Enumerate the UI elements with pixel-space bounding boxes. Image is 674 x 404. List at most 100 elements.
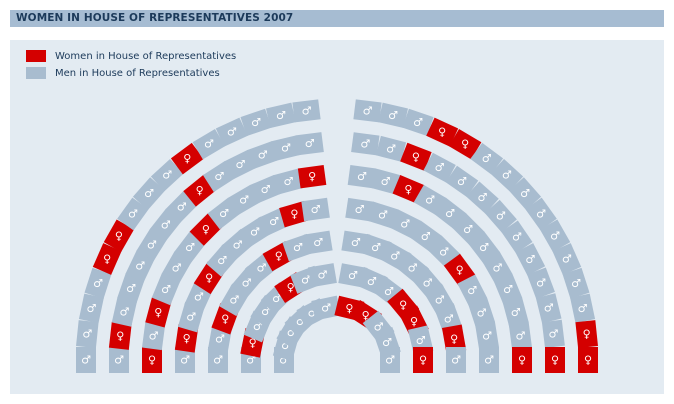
male-symbol-icon: ♂ [390,250,400,263]
seat-man: ♂ [367,201,399,229]
seat-man: ♂ [475,321,500,351]
male-symbol-icon: ♂ [233,239,243,252]
seat-man: ♂ [109,347,129,373]
seat-man-box [380,347,400,373]
male-symbol-icon: ♂ [548,327,558,340]
male-symbol-icon: ♂ [214,170,224,183]
seat-man: ♂ [423,152,456,183]
male-symbol-icon: ♂ [296,315,306,328]
seat-man-box [570,293,596,324]
seat-woman: ♀ [170,142,204,175]
seat-woman: ♀ [392,175,425,204]
seat-man-box [490,158,524,192]
seat-man-box [151,273,181,306]
seat-man-box [378,102,409,128]
seat-man-box [303,230,333,255]
seat-man: ♂ [175,347,195,373]
seat-man: ♂ [466,181,499,214]
male-symbol-icon: ♂ [283,175,293,188]
seat-man-box [479,347,499,373]
seat-man-box [215,117,248,147]
seat-man-box [475,321,500,351]
male-symbol-icon: ♂ [114,354,124,367]
male-symbol-icon: ♂ [313,236,323,249]
male-symbol-icon: ♂ [281,339,291,352]
seat-man-box [347,165,377,189]
seat-woman: ♀ [512,347,532,373]
female-symbol-icon: ♀ [345,302,353,315]
seat-man-box [402,108,434,137]
seat-man: ♂ [161,251,192,285]
seat-man-box [265,102,296,128]
seat-man: ♂ [351,132,380,156]
male-symbol-icon: ♂ [161,283,171,296]
seat-woman-box [174,324,199,353]
male-symbol-icon: ♂ [253,320,263,333]
seat-woman-box [108,321,132,350]
male-symbol-icon: ♂ [126,282,136,295]
male-symbol-icon: ♂ [272,292,282,305]
male-symbol-icon: ♂ [503,283,513,296]
seat-man: ♂ [535,293,562,324]
seat-woman-box [448,128,482,160]
seat-man-box [389,209,422,239]
seat-man: ♂ [457,274,488,307]
male-symbol-icon: ♂ [425,194,435,207]
seat-man: ♂ [502,297,529,328]
parliament-seating-chart: ♂♂♂♂♂ ♂ ♀♀♂♂♂♂♀♂♂♂♀♂ ♂ ♂ ♂♂♀♀♂♀♂♂♀♂♂♂♀♂ ♂ ♂ ♂♂♂♂… [76,99,598,373]
seat-man: ♂ [484,199,517,233]
seat-man: ♂ [552,243,582,275]
female-symbol-icon: ♀ [412,150,420,163]
seat-man-box [541,319,565,349]
seat-woman: ♀ [145,297,172,328]
male-symbol-icon: ♂ [374,321,384,334]
seat-man: ♂ [378,102,409,128]
female-symbol-icon: ♀ [183,152,191,165]
male-symbol-icon: ♂ [93,277,103,290]
male-symbol-icon: ♂ [463,223,473,236]
seat-woman-box [142,347,162,373]
seat-man: ♂ [192,128,226,160]
seat-man-box [502,297,529,328]
seat-man-box [227,184,261,216]
male-symbol-icon: ♂ [360,137,370,150]
male-symbol-icon: ♂ [525,253,535,266]
seat-woman: ♀ [578,347,598,373]
seat-man: ♂ [445,165,479,198]
seat-woman-box [413,347,433,373]
seat-man: ♂ [490,158,524,192]
seat-man-box [535,293,562,324]
seat-man-box [562,267,590,299]
seat-woman: ♀ [279,200,310,228]
seat-man: ♂ [150,158,184,192]
female-symbol-icon: ♀ [275,250,283,263]
seat-man-box [345,197,374,222]
seat-woman-box [578,347,598,373]
legend-swatch-men [26,67,46,79]
female-symbol-icon: ♀ [399,299,407,312]
male-symbol-icon: ♂ [482,330,492,343]
seat-man-box [76,320,99,349]
seat-man: ♂ [141,321,166,351]
male-symbol-icon: ♂ [477,306,487,319]
seat-woman-box [103,219,135,253]
female-symbol-icon: ♀ [249,336,257,349]
female-symbol-icon: ♀ [221,312,229,325]
seat-man-box [370,168,401,195]
seat-woman: ♀ [103,219,135,253]
male-symbol-icon: ♂ [544,302,554,315]
seat-man-box [351,132,380,156]
seat-man-box [446,347,466,373]
seat-man: ♂ [301,197,330,222]
male-symbol-icon: ♂ [135,260,145,273]
male-symbol-icon: ♂ [317,269,327,282]
male-symbol-icon: ♂ [251,116,261,129]
male-symbol-icon: ♂ [180,354,190,367]
female-symbol-icon: ♀ [202,223,210,236]
legend: Women in House of Representatives Men in… [26,48,236,82]
seat-man: ♂ [508,321,533,351]
seat-man: ♂ [249,175,282,204]
male-symbol-icon: ♂ [578,302,588,315]
seat-man-box [367,201,399,229]
